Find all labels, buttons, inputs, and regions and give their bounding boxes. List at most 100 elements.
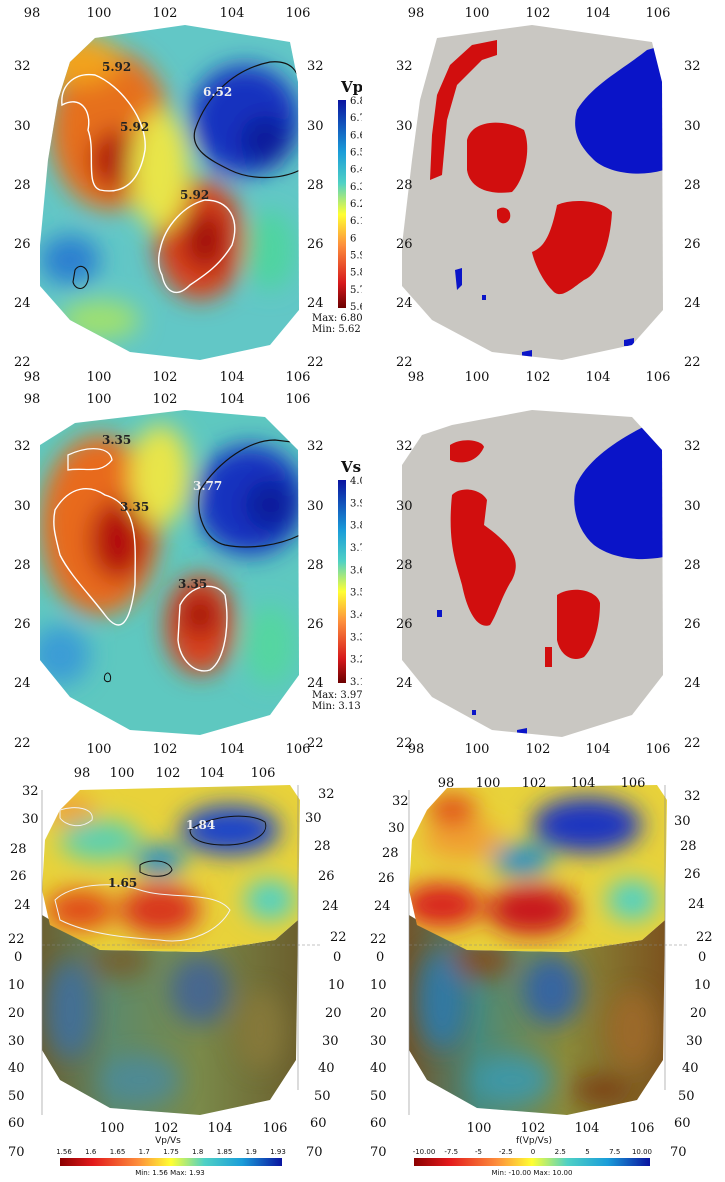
colorbar-tick: 1.8	[192, 1148, 203, 1156]
x-tick: 104	[575, 1121, 600, 1136]
colorbar-tick: 6.6	[350, 130, 362, 141]
x-tick: 104	[586, 742, 611, 757]
y-tick: 32	[14, 439, 31, 454]
y-tick: 30	[307, 499, 324, 514]
y-tick: 24	[684, 296, 701, 311]
y-tick: 22	[8, 932, 25, 947]
x-tick: 106	[286, 6, 311, 21]
z-tick: 30	[322, 1034, 339, 1049]
colorbar-tick: 6.4	[350, 165, 362, 176]
z-tick: 60	[674, 1116, 691, 1131]
vs-y-ticks-left: 32 30 28 26 24 22	[14, 439, 31, 751]
colorbar-tick: 1.6	[85, 1148, 97, 1156]
y-tick: 26	[396, 237, 413, 252]
y-tick: 30	[14, 119, 31, 134]
fvpvs-z-ticks-left: 0 10 20 30 40 50 60 70	[370, 950, 387, 1160]
y-tick: 22	[370, 932, 387, 947]
colorbar-tick: 1.65	[110, 1148, 126, 1156]
z-tick: 50	[678, 1089, 695, 1104]
z-tick: 60	[370, 1116, 387, 1131]
y-tick: 30	[396, 499, 413, 514]
x-tick: 106	[646, 370, 671, 385]
y-tick: 26	[378, 871, 395, 886]
vs-contour-label-2: 3.35	[120, 500, 149, 514]
colorbar-tick: 3.7	[350, 543, 362, 554]
fvpvs-x-ticks-top: 98 100 102 104 106	[438, 776, 646, 791]
fvpvs-y-ticks-right: 32 30 28 26 24 22	[674, 789, 713, 945]
vpvs-colorbar-ticks: 1.56 1.6 1.65 1.7 1.75 1.8 1.85 1.9 1.93	[56, 1148, 286, 1156]
z-tick: 40	[318, 1061, 335, 1076]
y-tick: 26	[307, 617, 324, 632]
colorbar-tick: 6	[350, 233, 356, 244]
x-tick: 102	[153, 370, 178, 385]
x-tick: 106	[630, 1121, 655, 1136]
vp-field	[40, 25, 299, 360]
vp-colorbar-ticks: 6.80 6.7 6.6 6.5 6.4 6.3 6.2 6.1 6 5.9 5.8 5.7 5.60	[350, 96, 362, 313]
vs-colorbar-label: Vs	[340, 458, 361, 476]
colorbar-tick: 1.93	[270, 1148, 286, 1156]
vpa-y-ticks-right: 32 30 28 26 24 22	[684, 59, 701, 370]
vpa-y-ticks-left: 32 30 28 26 24 22	[396, 59, 413, 370]
x-tick: 100	[465, 742, 490, 757]
vp-anomaly-field	[402, 25, 663, 360]
colorbar-tick: 3.2	[350, 655, 362, 666]
x-tick: 102	[526, 6, 551, 21]
y-tick: 28	[10, 842, 27, 857]
z-tick: 0	[698, 950, 706, 965]
vp-colorbar-label: Vp	[340, 78, 362, 96]
y-tick: 26	[10, 869, 27, 884]
y-tick: 26	[14, 617, 31, 632]
vpvs-contour-label-1: 1.84	[186, 818, 215, 832]
z-tick: 0	[376, 950, 384, 965]
y-tick: 22	[684, 736, 701, 751]
colorbar-tick: 6.7	[350, 113, 362, 124]
colorbar-tick: 7.5	[609, 1148, 620, 1156]
x-tick: 104	[220, 6, 245, 21]
z-tick: 20	[370, 1006, 387, 1021]
colorbar-tick: 3.10	[350, 677, 362, 688]
vs-contour-label-4: 3.77	[193, 479, 222, 493]
y-tick: 30	[305, 811, 322, 826]
y-tick: 22	[396, 736, 413, 751]
vs-contour-label-3: 3.35	[178, 577, 207, 591]
colorbar-tick: 5.9	[350, 251, 362, 262]
x-tick: 98	[408, 742, 425, 757]
vsa-x-ticks-bottom: 98 100 102 104 106	[408, 742, 671, 757]
z-tick: 50	[8, 1089, 25, 1104]
x-tick: 106	[646, 742, 671, 757]
colorbar-tick: 1.7	[139, 1148, 150, 1156]
z-tick: 70	[306, 1145, 323, 1160]
y-tick: 26	[684, 237, 701, 252]
colorbar-tick: 3.9	[350, 498, 362, 509]
vs-min-text: Min: 3.13	[312, 701, 361, 712]
x-tick: 104	[200, 766, 225, 781]
y-tick: 22	[307, 736, 324, 751]
x-tick: 104	[586, 370, 611, 385]
y-tick: 32	[684, 789, 701, 804]
colorbar-tick: 5	[585, 1148, 589, 1156]
colorbar-tick: -10.00	[413, 1148, 436, 1156]
y-tick: 32	[684, 439, 701, 454]
x-tick: 98	[24, 6, 41, 21]
vpvs-y-ticks-right: 32 30 28 26 24 22	[305, 787, 347, 945]
z-tick: 40	[370, 1061, 387, 1076]
y-tick: 22	[330, 930, 347, 945]
x-tick: 102	[154, 1121, 179, 1136]
vs-colorbar	[338, 480, 346, 683]
x-tick: 102	[153, 742, 178, 757]
x-tick: 102	[153, 6, 178, 21]
z-tick: 20	[8, 1006, 25, 1021]
vs-anomaly-panel: 98 100 102 104 106 32 30 28 26 24 22 32 …	[396, 410, 701, 757]
colorbar-tick: 0	[531, 1148, 535, 1156]
vpvs-x-ticks-bottom: 100 102 104 106	[100, 1121, 288, 1136]
y-tick: 26	[318, 869, 335, 884]
y-tick: 22	[396, 355, 413, 370]
z-tick: 10	[370, 978, 387, 993]
vs-map-panel: 3.35 3.35 3.35 3.77 98 100 102 104 106 1…	[14, 392, 362, 757]
fvpvs-minmax-text: Min: -10.00 Max: 10.00	[492, 1169, 573, 1177]
y-tick: 22	[684, 355, 701, 370]
y-tick: 32	[684, 59, 701, 74]
z-tick: 50	[370, 1089, 387, 1104]
y-tick: 24	[14, 296, 31, 311]
vp-colorbar	[338, 100, 346, 308]
